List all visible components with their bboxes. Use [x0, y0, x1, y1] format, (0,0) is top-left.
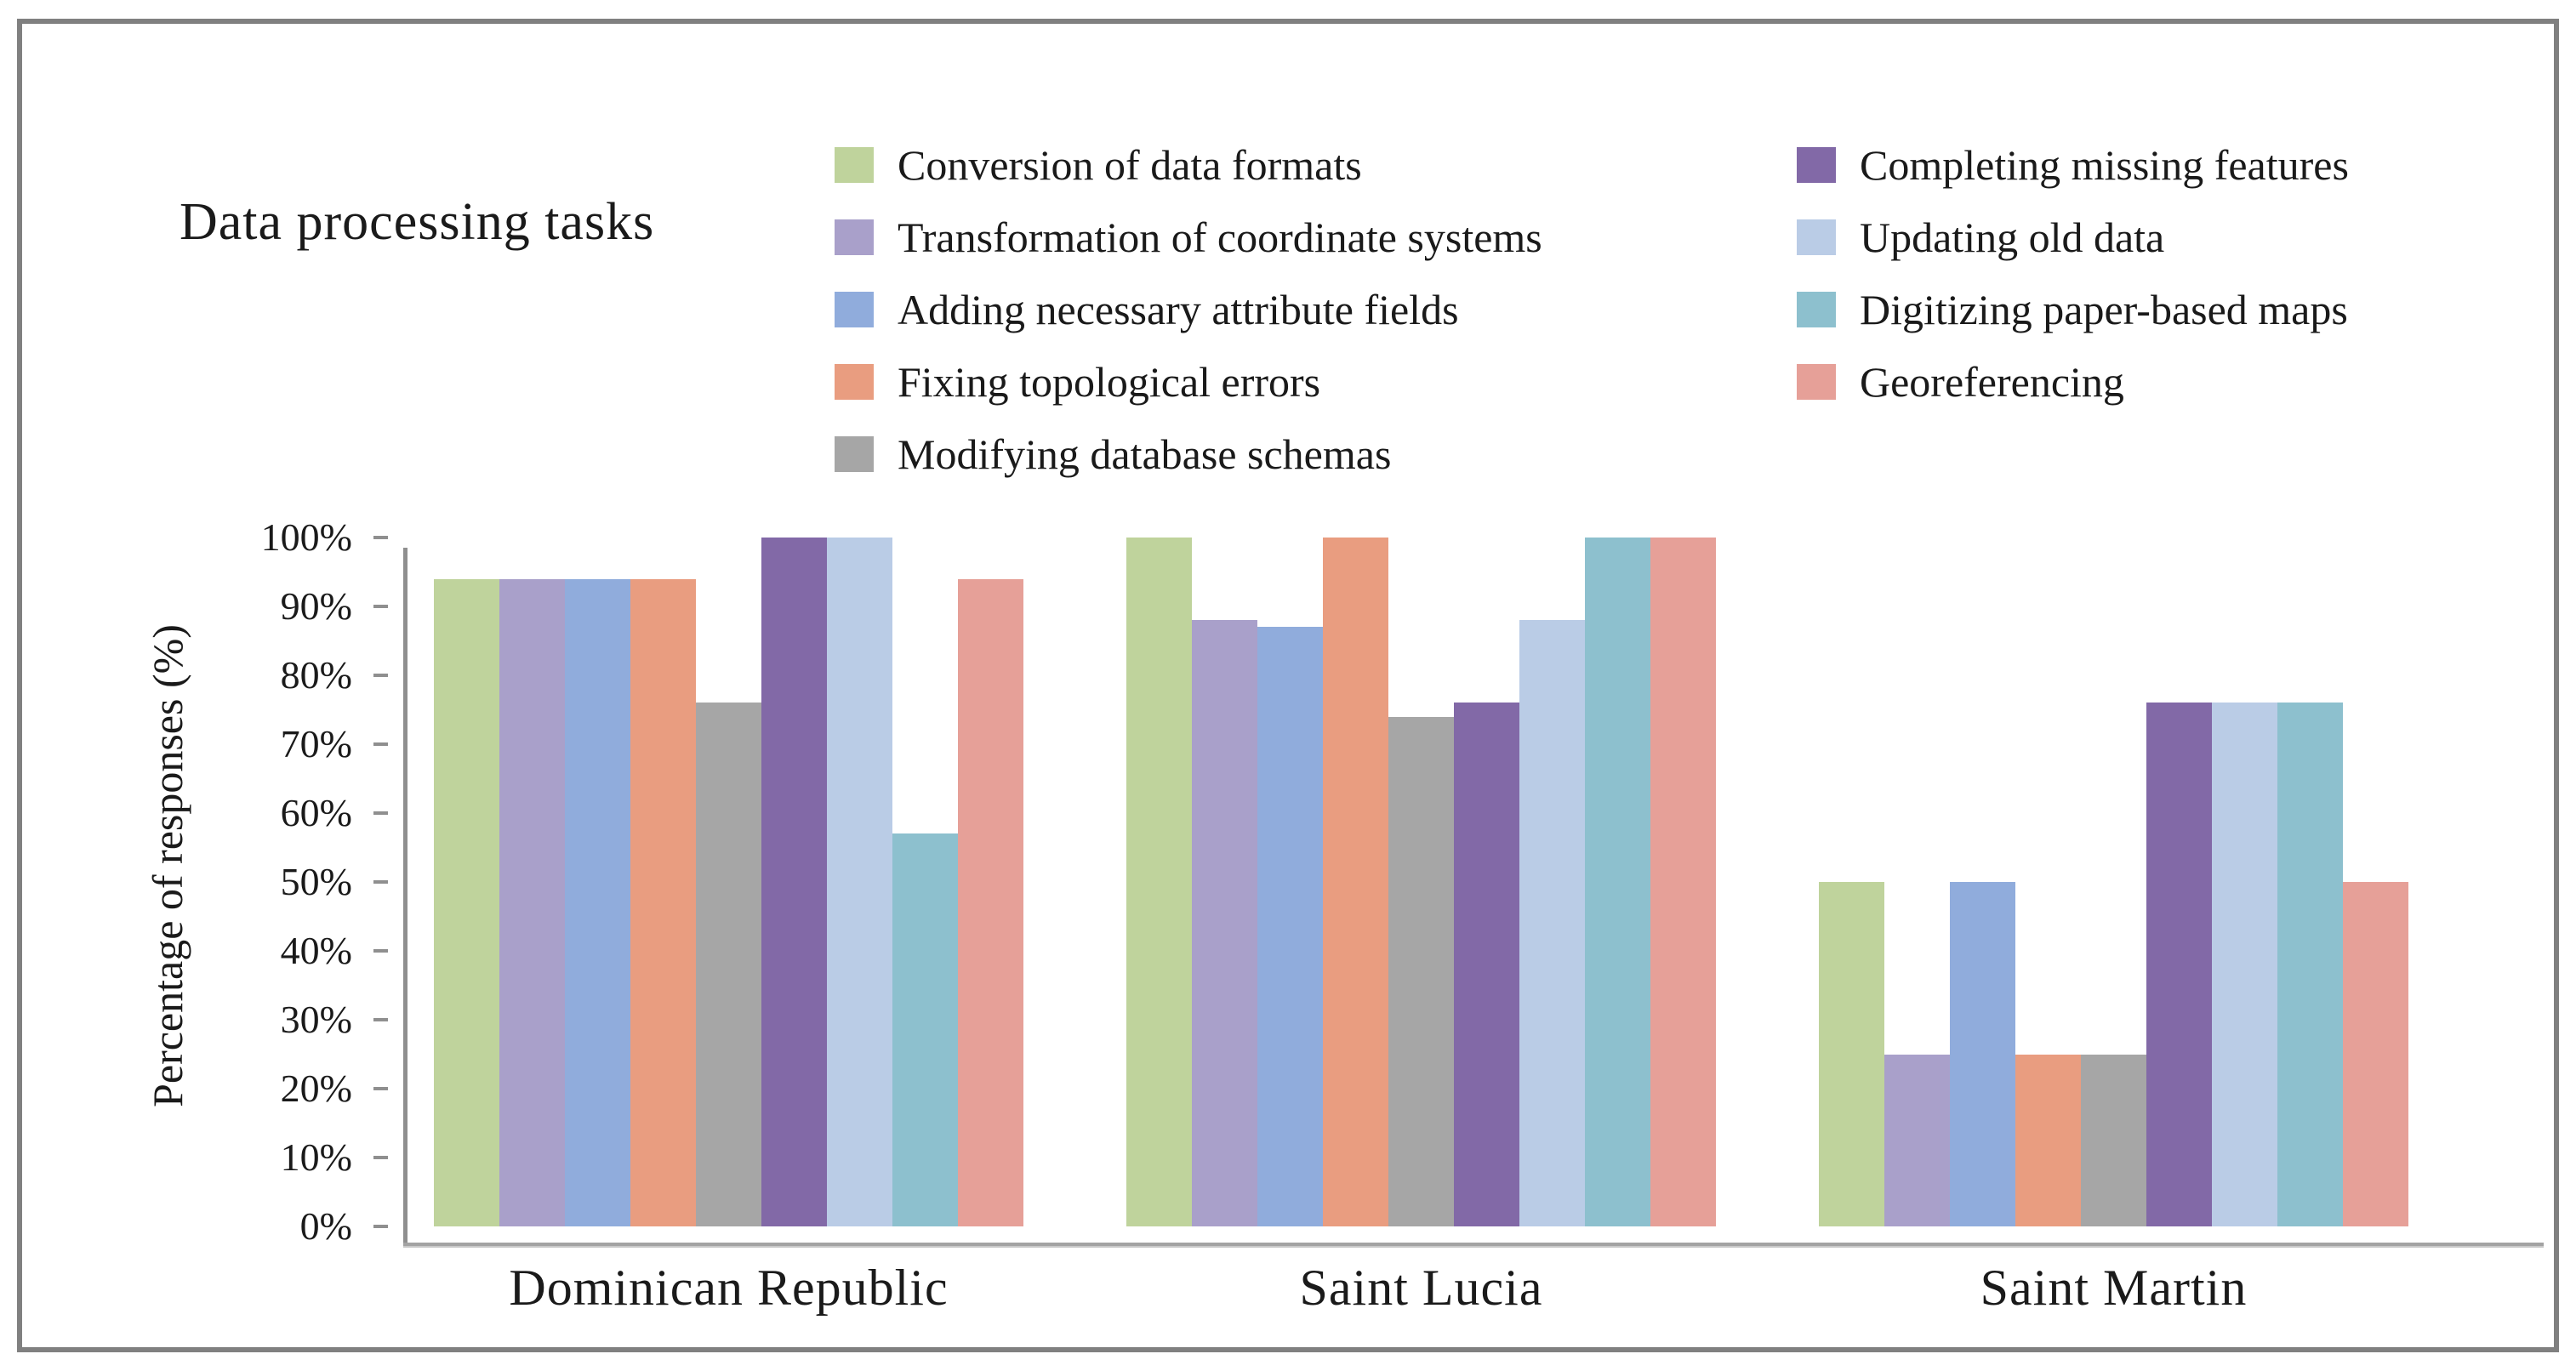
legend-label: Conversion of data formats	[898, 141, 1362, 189]
chart-frame: Data processing tasks Conversion of data…	[17, 19, 2559, 1352]
y-tick-label: 0%	[299, 1204, 352, 1248]
x-axis-label: Saint Lucia	[1299, 1260, 1543, 1316]
legend-swatch	[835, 436, 874, 472]
legend-item: Updating old data	[1797, 213, 2165, 261]
y-tick-label: 90%	[280, 584, 352, 628]
bar	[2081, 1054, 2146, 1226]
y-tick-label: 80%	[280, 653, 352, 697]
bar	[630, 578, 696, 1226]
legend-swatch	[835, 292, 874, 327]
y-axis-line	[403, 548, 407, 1247]
x-axis-label: Saint Martin	[1980, 1260, 2248, 1316]
bar	[1950, 882, 2015, 1226]
bar	[2212, 703, 2277, 1226]
bar	[2343, 882, 2408, 1226]
legend-label: Fixing topological errors	[898, 358, 1321, 406]
legend-swatch	[1797, 219, 1836, 255]
bar	[2015, 1054, 2081, 1226]
bar	[827, 538, 892, 1226]
y-tick-mark	[373, 1156, 388, 1159]
bar	[1454, 703, 1519, 1226]
legend-label: Updating old data	[1860, 213, 2165, 261]
bar	[565, 578, 630, 1226]
legend-label: Digitizing paper-based maps	[1860, 286, 2348, 333]
legend-item: Modifying database schemas	[835, 430, 1392, 478]
legend-item: Digitizing paper-based maps	[1797, 286, 2348, 333]
bar	[2277, 703, 2343, 1226]
legend-label: Completing missing features	[1860, 141, 2349, 189]
y-tick-mark	[373, 949, 388, 953]
legend-item: Transformation of coordinate systems	[835, 213, 1542, 261]
legend-swatch	[1797, 292, 1836, 327]
bar	[696, 703, 761, 1226]
legend-item: Adding necessary attribute fields	[835, 286, 1459, 333]
bar	[1519, 620, 1585, 1226]
legend-label: Transformation of coordinate systems	[898, 213, 1542, 261]
y-tick-label: 50%	[280, 860, 352, 903]
bar	[434, 578, 499, 1226]
x-axis-label: Dominican Republic	[509, 1260, 949, 1316]
legend-swatch	[835, 219, 874, 255]
legend-item: Georeferencing	[1797, 358, 2124, 406]
y-tick-label: 20%	[280, 1067, 352, 1110]
bar	[1585, 538, 1650, 1226]
legend-label: Adding necessary attribute fields	[898, 286, 1459, 333]
legend-item: Fixing topological errors	[835, 358, 1321, 406]
x-axis-line	[403, 1243, 2544, 1248]
legend-swatch	[835, 364, 874, 400]
y-tick-label: 70%	[280, 722, 352, 765]
bar	[1884, 1054, 1950, 1226]
y-tick-label: 60%	[280, 791, 352, 834]
legend-item: Completing missing features	[1797, 141, 2349, 189]
y-tick-label: 10%	[280, 1135, 352, 1179]
y-tick-label: 40%	[280, 929, 352, 972]
y-tick-mark	[373, 1087, 388, 1090]
y-tick-label: 30%	[280, 998, 352, 1041]
y-tick-mark	[373, 536, 388, 539]
bar	[958, 578, 1023, 1226]
bar	[1323, 538, 1388, 1226]
bar	[1126, 538, 1192, 1226]
bar	[2146, 703, 2212, 1226]
bar	[1819, 882, 1884, 1226]
y-tick-mark	[373, 1018, 388, 1021]
y-tick-mark	[373, 674, 388, 677]
legend-item: Conversion of data formats	[835, 141, 1362, 189]
y-tick-mark	[373, 1225, 388, 1228]
bar	[1650, 538, 1716, 1226]
y-tick-mark	[373, 811, 388, 815]
y-tick-mark	[373, 880, 388, 884]
legend-swatch	[835, 147, 874, 183]
bar	[761, 538, 827, 1226]
legend-label: Georeferencing	[1860, 358, 2124, 406]
bar	[892, 833, 958, 1226]
bar	[1388, 716, 1454, 1226]
legend-swatch	[1797, 364, 1836, 400]
bar	[1257, 627, 1323, 1226]
legend-label: Modifying database schemas	[898, 430, 1392, 478]
bar	[1192, 620, 1257, 1226]
legend-swatch	[1797, 147, 1836, 183]
bar	[499, 578, 565, 1226]
y-tick-label: 100%	[260, 515, 352, 559]
y-tick-mark	[373, 605, 388, 608]
chart-title: Data processing tasks	[180, 193, 655, 251]
y-tick-mark	[373, 742, 388, 746]
